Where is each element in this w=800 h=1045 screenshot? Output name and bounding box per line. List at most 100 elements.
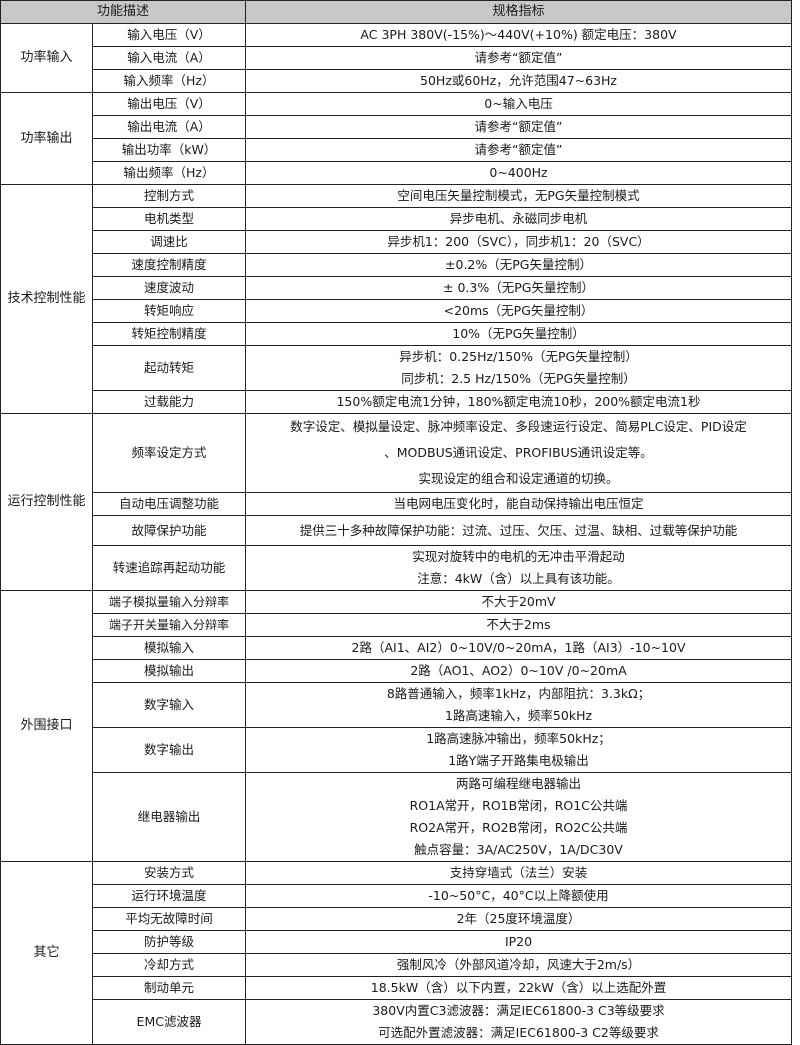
spec-line: 数字设定、模拟量设定、脉冲频率设定、多段速运行设定、简易PLC设定、PID设定 [290, 419, 747, 434]
spec-value: 1路高速脉冲输出，频率50kHz； 1路Y端子开路集电极输出 [245, 727, 792, 773]
group-label: 功率输入 [0, 23, 93, 93]
spec-line: 1路高速输入，频率50kHz [444, 708, 593, 723]
spec-line: 10%（无PG矢量控制） [452, 326, 585, 341]
spec-line: 1路Y端子开路集电极输出 [448, 753, 589, 768]
spec-value: 10%（无PG矢量控制） [245, 322, 792, 346]
spec-value: 50Hz或60Hz，允许范围47~63Hz [245, 69, 792, 93]
table-row: 外围接口 端子模拟量输入分辩率 不大于20mV [0, 590, 792, 862]
spec-line: RO1A常开，RO1B常闭，RO1C公共端 [409, 798, 628, 813]
item-label: 端子开关量输入分辩率 [91, 613, 247, 637]
table-row: 冷却方式 强制风冷（外部风道冷却，风速大于2m/s） [1, 953, 792, 977]
spec-value: AC 3PH 380V(-15%)～440V(+10%) 额定电压：380V [245, 23, 792, 47]
spec-value: 当电网电压变化时，能自动保持输出电压恒定 [245, 492, 792, 516]
table-row: 电机类型 异步电机、永磁同步电机 [1, 207, 792, 231]
item-label: 安装方式 [91, 861, 247, 885]
spec-line: 0~输入电压 [484, 96, 553, 111]
spec-line: 实现对旋转中的电机的无冲击平滑起动 [412, 549, 625, 564]
spec-value: 请参考“额定值” [245, 46, 792, 70]
spec-value: 支持穿墙式（法兰）安装 [245, 861, 792, 885]
table-row: 故障保护功能 提供三十多种故障保护功能：过流、过压、欠压、过温、缺相、过载等保护功… [1, 515, 792, 546]
table-row: 输出频率（Hz） 0~400Hz [1, 161, 792, 185]
item-label: 平均无故障时间 [91, 907, 247, 931]
table-row: 转矩响应 <20ms（无PG矢量控制） [1, 299, 792, 323]
spec-line: 当电网电压变化时，能自动保持输出电压恒定 [393, 496, 644, 511]
table-row: 制动单元 18.5kW（含）以下内置，22kW（含）以上选配外置 [1, 976, 792, 1000]
spec-value: 强制风冷（外部风道冷却，风速大于2m/s） [245, 953, 792, 977]
spec-line: 注意：4kW（含）以上具有该功能。 [417, 571, 620, 586]
table-row: 输入频率（Hz） 50Hz或60Hz，允许范围47~63Hz [1, 69, 792, 93]
spec-line: 请参考“额定值” [474, 142, 563, 157]
spec-line: 可选配外置滤波器：满足IEC61800-3 C2等级要求 [378, 1025, 659, 1040]
item-label: 输出频率（Hz） [91, 161, 247, 185]
spec-value: 异步电机、永磁同步电机 [245, 207, 792, 231]
item-label: 起动转矩 [91, 345, 247, 391]
spec-line: 支持穿墙式（法兰）安装 [449, 865, 588, 880]
spec-value: 8路普通输入，频率1kHz，内部阻抗：3.3kΩ； 1路高速输入，频率50kHz [245, 682, 792, 728]
spec-line: 2路（AI1、AI2）0~10V/0~20mA，1路（AI3）-10~10V [351, 640, 686, 655]
table-row: 运行环境温度 -10~50°C，40°C以上降额使用 [1, 884, 792, 908]
spec-value: 2路（AI1、AI2）0~10V/0~20mA，1路（AI3）-10~10V [245, 636, 792, 660]
table-row: EMC滤波器 380V内置C3滤波器：满足IEC61800-3 C3等级要求 可选配… [1, 999, 792, 1045]
item-label: 继电器输出 [91, 772, 247, 862]
spec-value: 实现对旋转中的电机的无冲击平滑起动 注意：4kW（含）以上具有该功能。 [245, 545, 792, 591]
table-row: 运行控制性能 频率设定方式 数字设定、模拟量设定、脉冲频率设定、多段速运行设定、简易… [0, 413, 792, 591]
item-label: 输出电流（A） [91, 115, 247, 139]
spec-line: 实现设定的组合和设定通道的切换。 [418, 471, 619, 486]
spec-line: 异步机：0.25Hz/150%（无PG矢量控制） [399, 349, 638, 364]
item-label: 速度波动 [91, 276, 247, 300]
table-row: 继电器输出 两路可编程继电器输出 RO1A常开，RO1B常闭，RO1C公共端 RO2A… [1, 772, 792, 862]
item-label: 转速追踪再起动功能 [91, 545, 247, 591]
table-row: 平均无故障时间 2年（25度环境温度） [1, 907, 792, 931]
spec-line: 50Hz或60Hz，允许范围47~63Hz [420, 73, 617, 88]
group-label: 其它 [0, 861, 93, 1045]
item-label: 防护等级 [91, 930, 247, 954]
table-row: 转速追踪再起动功能 实现对旋转中的电机的无冲击平滑起动 注意：4kW（含）以上具有该… [1, 545, 792, 591]
table-row: 模拟输入 2路（AI1、AI2）0~10V/0~20mA，1路（AI3）-10~1… [1, 636, 792, 660]
spec-value: ±0.2%（无PG矢量控制） [245, 253, 792, 277]
spec-value: 18.5kW（含）以下内置，22kW（含）以上选配外置 [245, 976, 792, 1000]
spec-value: 数字设定、模拟量设定、脉冲频率设定、多段速运行设定、简易PLC设定、PID设定、… [245, 413, 792, 493]
item-label: 端子模拟量输入分辩率 [91, 590, 247, 614]
table-row: 起动转矩 异步机：0.25Hz/150%（无PG矢量控制） 同步机：2.5 Hz/1… [1, 345, 792, 391]
spec-line: 强制风冷（外部风道冷却，风速大于2m/s） [396, 957, 641, 972]
spec-line: 请参考“额定值” [474, 119, 563, 134]
spec-value: 不大于2ms [245, 613, 792, 637]
table-row: 数字输出 1路高速脉冲输出，频率50kHz； 1路Y端子开路集电极输出 [1, 727, 792, 773]
item-label: 速度控制精度 [91, 253, 247, 277]
spec-line: IP20 [504, 934, 533, 949]
table-row: 输出电流（A） 请参考“额定值” [1, 115, 792, 139]
spec-line: 150%额定电流1分钟，180%额定电流10秒，200%额定电流1秒 [336, 394, 701, 409]
table-row: 输出功率（kW） 请参考“额定值” [1, 138, 792, 162]
header-spec: 规格指标 [245, 0, 792, 24]
table-row: 其它 安装方式 支持穿墙式（法兰）安装 [0, 861, 792, 1045]
spec-line: 2路（AO1、AO2）0~10V /0~20mA [410, 663, 627, 678]
spec-line: 空间电压矢量控制模式，无PG矢量控制模式 [397, 188, 640, 203]
table-row: 防护等级 IP20 [1, 930, 792, 954]
item-label: 电机类型 [91, 207, 247, 231]
spec-line: 1路高速脉冲输出，频率50kHz； [426, 731, 611, 746]
item-label: 模拟输入 [91, 636, 247, 660]
spec-value: 空间电压矢量控制模式，无PG矢量控制模式 [245, 184, 792, 208]
item-label: 调速比 [91, 230, 247, 254]
spec-value: -10~50°C，40°C以上降额使用 [245, 884, 792, 908]
spec-value: 异步机1：200（SVC），同步机1：20（SVC） [245, 230, 792, 254]
spec-line: ±0.2%（无PG矢量控制） [445, 257, 592, 272]
spec-line: 两路可编程继电器输出 [456, 776, 582, 791]
spec-value: 不大于20mV [245, 590, 792, 614]
spec-line: 0~400Hz [489, 165, 548, 180]
item-label: 自动电压调整功能 [91, 492, 247, 516]
spec-line: 8路普通输入，频率1kHz，内部阻抗：3.3kΩ； [386, 686, 651, 701]
spec-value: 异步机：0.25Hz/150%（无PG矢量控制） 同步机：2.5 Hz/150%（… [245, 345, 792, 391]
table-row: 自动电压调整功能 当电网电压变化时，能自动保持输出电压恒定 [1, 492, 792, 516]
item-label: 频率设定方式 [91, 413, 247, 493]
spec-value: 0~400Hz [245, 161, 792, 185]
spec-value: ± 0.3%（无PG矢量控制） [245, 276, 792, 300]
spec-line: 同步机：2.5 Hz/150%（无PG矢量控制） [401, 371, 636, 386]
spec-value: 2路（AO1、AO2）0~10V /0~20mA [245, 659, 792, 683]
spec-value: 150%额定电流1分钟，180%额定电流10秒，200%额定电流1秒 [245, 390, 792, 414]
spec-line: -10~50°C，40°C以上降额使用 [428, 888, 609, 903]
table-row: 过载能力 150%额定电流1分钟，180%额定电流10秒，200%额定电流1秒 [1, 390, 792, 414]
item-label: 输入电压（V） [91, 23, 247, 47]
table-row: 数字输入 8路普通输入，频率1kHz，内部阻抗：3.3kΩ； 1路高速输入，频率50… [1, 682, 792, 728]
